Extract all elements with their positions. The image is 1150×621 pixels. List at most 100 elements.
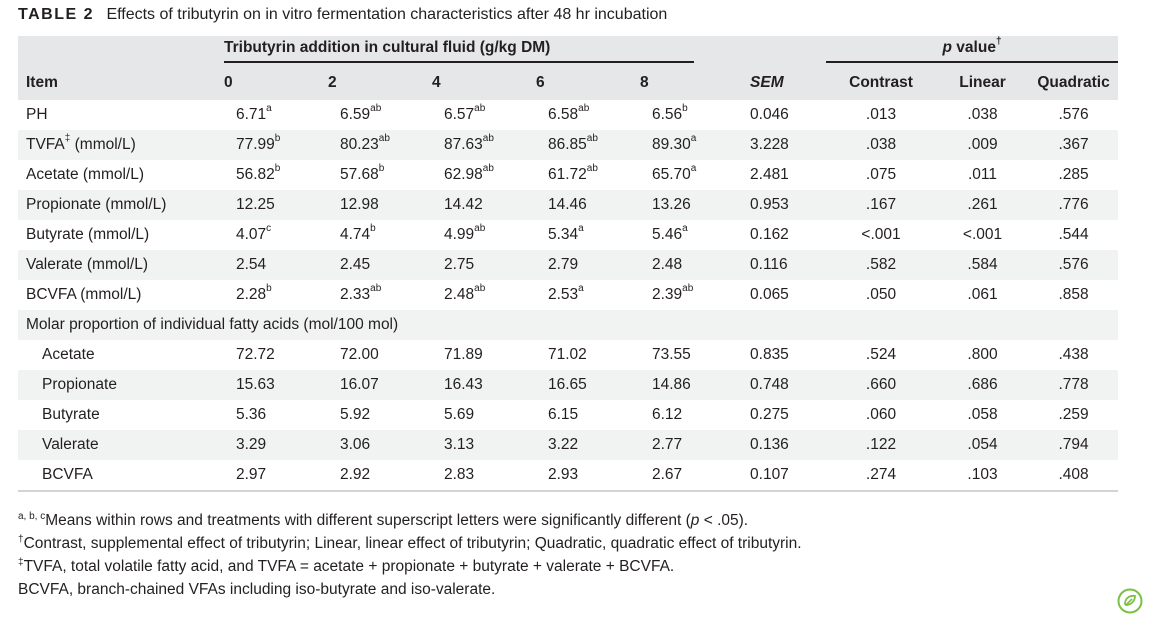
- row-label: BCVFA (mmol/L): [26, 286, 142, 303]
- pvalue-sup: †: [995, 35, 1002, 47]
- table-cell: 0.835: [750, 346, 789, 363]
- significance-letter: ab: [370, 102, 382, 114]
- column-header-item: Item: [26, 74, 58, 91]
- footnote-2: †Contrast, supplemental effect of tribut…: [18, 533, 802, 552]
- significance-letter: ab: [370, 282, 382, 294]
- table-cell: 2.83: [428, 460, 532, 492]
- table-cell: .058: [967, 406, 998, 423]
- column-header-quadratic: Quadratic: [1037, 74, 1110, 91]
- table-cell: 2.33ab: [340, 282, 382, 303]
- significance-letter: b: [682, 102, 688, 114]
- table-cell: 2.75: [444, 256, 475, 273]
- table-cell: 0.065: [750, 286, 789, 303]
- table-cell: 4.99ab: [444, 222, 486, 243]
- group-header: Tributyrin addition in cultural fluid (g…: [220, 36, 734, 66]
- table-cell: .261: [967, 196, 998, 213]
- table-cell: 2.92: [324, 460, 428, 492]
- header-row-columns: Item 0 2 4 6 8 SEM Contrast Linear Quadratic: [18, 66, 1119, 100]
- significance-letter: ab: [482, 162, 494, 174]
- table-cell: 2.53a: [548, 282, 584, 303]
- table-cell: .800: [967, 346, 998, 363]
- table-cell: 0.748: [750, 376, 789, 393]
- table-cell: .167: [865, 196, 897, 213]
- table-cell: 2.39ab: [652, 282, 694, 303]
- significance-letter: a: [266, 102, 272, 114]
- table-row: Butyrate (mmol/L) 4.07c 4.74b 4.99ab 5.34a 5.…: [18, 220, 1118, 250]
- table-cell: .013: [865, 106, 897, 123]
- significance-letter: a: [578, 222, 584, 234]
- table-cell: 6.58ab: [548, 102, 590, 123]
- table-cell: 5.92: [340, 406, 371, 423]
- significance-letter: ab: [586, 162, 598, 174]
- significance-letter: ab: [474, 282, 486, 294]
- row-label: Acetate (mmol/L): [26, 166, 145, 183]
- table-cell: 2.97: [220, 460, 324, 492]
- table-cell: 2.45: [340, 256, 371, 273]
- table-row: PH 6.71a 6.59ab 6.57ab 6.58ab 6.56b 0.046 .013.…: [18, 100, 1118, 130]
- table-row: Valerate (mmol/L) 2.54 2.45 2.75 2.79 2.48 0.1…: [18, 250, 1119, 280]
- significance-letter: a: [578, 282, 584, 294]
- column-header-sem: SEM: [750, 74, 784, 91]
- table-cell: .011: [968, 166, 998, 183]
- data-table-container: Tributyrin addition in cultural fluid (g…: [18, 35, 1119, 492]
- table-cell: .060: [865, 406, 897, 423]
- table-cell: 71.89: [444, 346, 483, 363]
- table-cell: .038: [865, 136, 897, 153]
- footnote-symbol: a, b, c: [18, 510, 46, 522]
- section-label: Molar proportion of individual fatty aci…: [26, 316, 399, 333]
- significance-letter: a: [690, 132, 697, 144]
- significance-letter: ab: [378, 132, 390, 144]
- table-row: Acetate 72.72 72.00 71.89 71.02 73.55 0.835 .52…: [18, 340, 1118, 370]
- row-label-sup: ‡: [64, 132, 71, 144]
- significance-letter: b: [378, 162, 385, 174]
- significance-letter: ab: [682, 282, 694, 294]
- pvalue-label: value: [952, 39, 996, 56]
- pvalue-p: p: [942, 39, 952, 56]
- table-row: TVFA‡ (mmol/L) 77.99b 80.23ab 87.63ab 86.85a…: [18, 130, 1119, 160]
- table-cell: .061: [967, 286, 998, 303]
- table-cell: 6.59ab: [340, 102, 382, 123]
- table-cell: 0.953: [750, 196, 789, 213]
- table-cell: .103: [936, 460, 1030, 492]
- table-cell: 3.22: [548, 436, 579, 453]
- table-cell: .274: [826, 460, 937, 492]
- table-caption: TABLE 2 Effects of tributyrin on in vitr…: [18, 6, 667, 24]
- table-cell: 2.481: [750, 166, 789, 183]
- table-cell: 2.28b: [236, 282, 272, 303]
- table-cell: 0.162: [750, 226, 789, 243]
- significance-letter: ab: [586, 132, 598, 144]
- table-cell: 5.34a: [548, 222, 584, 243]
- footnote-4: BCVFA, branch-chained VFAs including iso…: [18, 581, 496, 598]
- table-row: Propionate (mmol/L) 12.25 12.98 14.42 14.46 1…: [18, 190, 1119, 220]
- table-row: BCVFA (mmol/L) 2.28b 2.33ab 2.48ab 2.53a 2.39…: [18, 280, 1118, 310]
- table-cell: .576: [1058, 256, 1089, 273]
- table-cell: .259: [1058, 406, 1089, 423]
- table-body: PH 6.71a 6.59ab 6.57ab 6.58ab 6.56b 0.046 .013.…: [18, 100, 1119, 492]
- table-cell: 4.74b: [340, 222, 376, 243]
- section-row: Molar proportion of individual fatty aci…: [18, 310, 1119, 340]
- row-label: BCVFA: [18, 460, 220, 492]
- significance-letter: ab: [474, 222, 486, 234]
- table-cell: 0.136: [750, 436, 789, 453]
- footnote-symbol: †: [18, 533, 24, 545]
- table-row: Acetate (mmol/L) 56.82b 57.68b 62.98ab 61.72…: [18, 160, 1118, 190]
- significance-letter: a: [682, 222, 688, 234]
- table-cell: .438: [1058, 346, 1089, 363]
- table-cell: 3.228: [750, 136, 789, 153]
- significance-letter: b: [274, 162, 281, 174]
- header-row-group: Tributyrin addition in cultural fluid (g…: [18, 35, 1119, 66]
- table-cell: 3.06: [340, 436, 371, 453]
- table-cell: 14.86: [652, 376, 691, 393]
- column-header-contrast: Contrast: [849, 74, 913, 91]
- table-cell: <.001: [861, 226, 901, 243]
- table-cell: <.001: [962, 226, 1003, 243]
- table-cell: 2.48ab: [444, 282, 486, 303]
- row-label: TVFA‡ (mmol/L): [26, 132, 136, 153]
- table-cell: 3.29: [236, 436, 267, 453]
- leaf-logo-icon: [1117, 588, 1143, 614]
- table-cell: 72.00: [340, 346, 379, 363]
- pvalue-header: p value†: [826, 35, 1119, 66]
- row-label: Propionate (mmol/L): [26, 196, 167, 213]
- table-cell: 0.275: [750, 406, 789, 423]
- significance-letter: a: [690, 162, 697, 174]
